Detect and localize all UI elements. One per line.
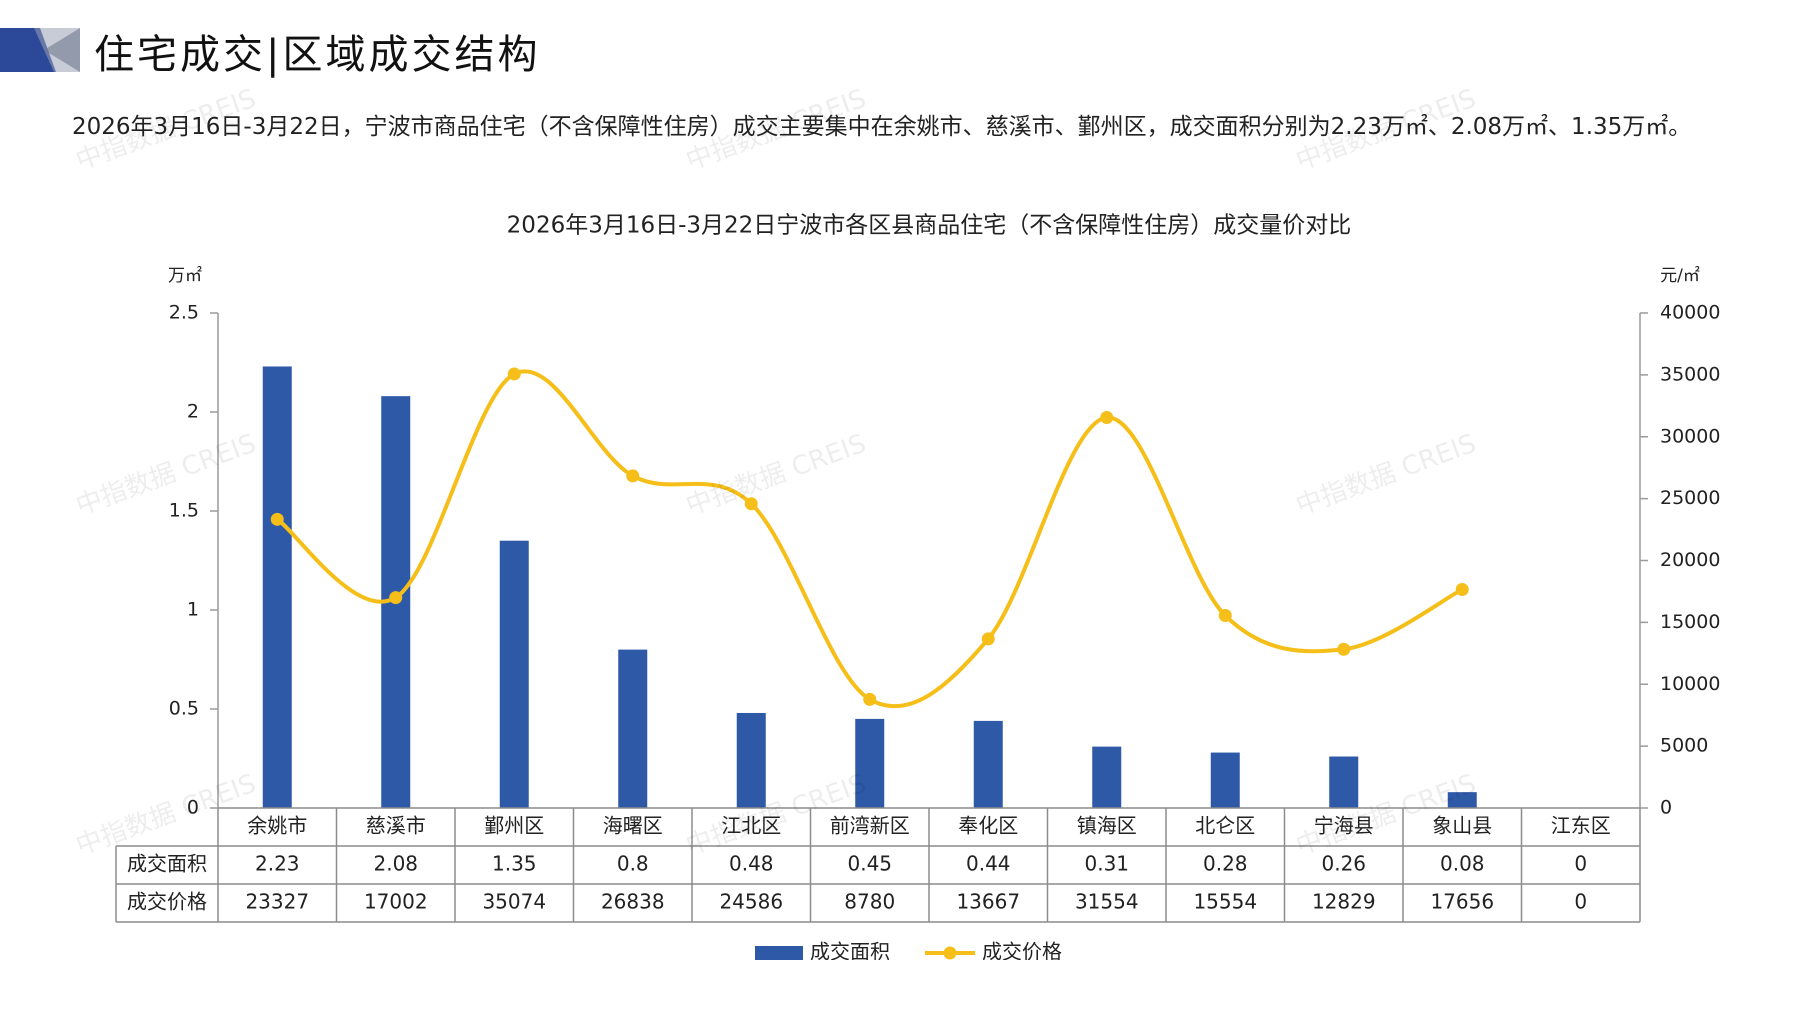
bar-成交面积 [736,712,766,808]
bar-成交面积 [855,718,885,808]
chart-title: 2026年3月16日-3月22日宁波市各区县商品住宅（不含保障性住房）成交量价对… [507,213,1352,239]
data-label-成交价格: 23327 [245,890,309,914]
y-left-unit: 万㎡ [168,266,202,286]
bar-成交面积 [499,540,529,808]
y-right-tick-label: 5000 [1660,735,1708,757]
x-tick-label: 镇海区 [1077,814,1137,838]
x-tick-label: 鄞州区 [484,814,544,838]
point-成交价格 [507,367,521,381]
x-tick-label: 江东区 [1551,814,1611,838]
x-tick-label: 奉化区 [958,814,1018,838]
y-left-tick-label: 1 [187,599,199,621]
data-label-成交面积: 0.28 [1203,852,1248,876]
bar-成交面积 [1092,746,1122,808]
point-成交价格 [1218,609,1232,623]
x-tick-label: 北仑区 [1195,814,1255,838]
y-left-tick-label: 2 [187,401,199,423]
y-right-tick-label: 10000 [1660,673,1720,695]
data-label-成交价格: 17002 [364,890,428,914]
point-成交价格 [626,469,640,483]
x-tick-label: 江北区 [721,814,781,838]
data-label-成交价格: 12829 [1312,890,1376,914]
data-label-成交价格: 17656 [1430,890,1494,914]
data-label-成交价格: 31554 [1075,890,1139,914]
data-label-成交面积: 2.23 [255,852,300,876]
data-label-成交价格: 26838 [601,890,665,914]
x-tick-label: 象山县 [1432,814,1492,838]
point-成交价格 [1455,583,1469,597]
legend-swatch-bar [755,946,803,960]
data-label-成交价格: 24586 [719,890,783,914]
y-right-tick-label: 30000 [1660,425,1720,447]
point-成交价格 [863,692,877,706]
table-row-label: 成交价格 [127,890,207,914]
point-成交价格 [1100,411,1114,425]
bar-成交面积 [1210,752,1240,808]
x-tick-label: 余姚市 [247,814,307,838]
table-row-label: 成交面积 [127,852,207,876]
data-label-成交价格: 35074 [482,890,546,914]
point-成交价格 [1337,642,1351,656]
data-label-成交面积: 0 [1574,852,1587,876]
point-成交价格 [744,497,758,511]
y-right-tick-label: 35000 [1660,363,1720,385]
x-tick-label: 慈溪市 [366,814,426,838]
legend-label: 成交价格 [982,940,1062,961]
legend-swatch-point [943,946,957,960]
x-tick-label: 前湾新区 [830,814,910,838]
data-label-成交面积: 0.08 [1440,852,1485,876]
line-成交价格 [276,369,1464,709]
y-right-tick-label: 0 [1660,797,1672,819]
x-tick-label: 海曙区 [603,814,663,838]
data-label-成交面积: 2.08 [373,852,418,876]
data-label-成交面积: 1.35 [492,852,537,876]
page-title: 住宅成交|区域成交结构 [94,32,541,78]
bar-成交面积 [973,720,1003,808]
bar-成交面积 [618,649,648,808]
y-right-tick-label: 20000 [1660,549,1720,571]
y-left-tick-label: 2.5 [169,302,199,324]
y-right-tick-label: 25000 [1660,487,1720,509]
data-label-成交面积: 0.31 [1084,852,1129,876]
point-成交价格 [270,512,284,526]
y-left-tick-label: 0 [187,797,199,819]
y-right-tick-label: 40000 [1660,302,1720,324]
y-right-tick-label: 15000 [1660,611,1720,633]
data-label-成交面积: 0.45 [847,852,892,876]
chart: 2026年3月16日-3月22日宁波市各区县商品住宅（不含保障性住房）成交量价对… [115,213,1720,961]
y-left-tick-label: 1.5 [169,500,199,522]
data-label-成交价格: 15554 [1193,890,1257,914]
y-right-unit: 元/㎡ [1660,266,1700,286]
data-label-成交价格: 13667 [956,890,1020,914]
data-label-成交面积: 0.44 [966,852,1011,876]
data-label-成交价格: 8780 [844,890,895,914]
point-成交价格 [981,632,995,646]
y-left-tick-label: 0.5 [169,698,199,720]
legend-label: 成交面积 [810,940,890,961]
point-成交价格 [389,591,403,605]
bar-成交面积 [262,366,292,808]
bar-成交面积 [1447,792,1477,808]
data-label-成交价格: 0 [1574,890,1587,914]
logo-icon [0,28,80,72]
x-tick-label: 宁海县 [1314,814,1374,838]
data-label-成交面积: 0.26 [1321,852,1366,876]
bar-成交面积 [1329,756,1359,808]
data-label-成交面积: 0.8 [617,852,649,876]
data-label-成交面积: 0.48 [729,852,774,876]
summary-text: 2026年3月16日-3月22日，宁波市商品住宅（不含保障性住房）成交主要集中在… [72,114,1692,140]
